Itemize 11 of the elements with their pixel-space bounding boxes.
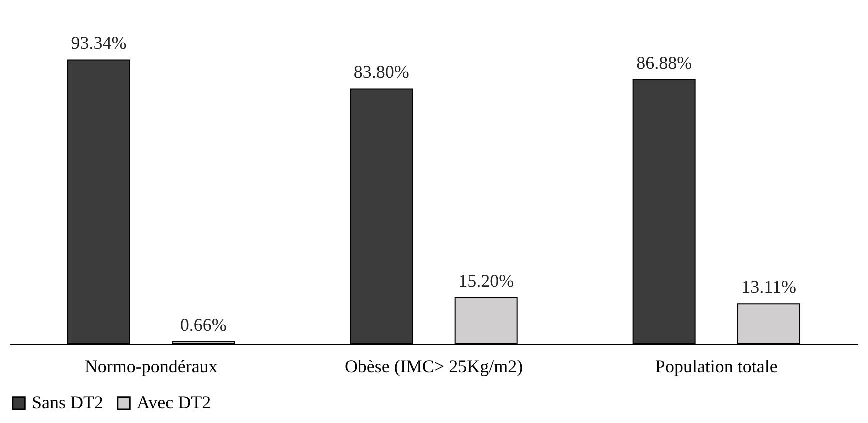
data-label: 13.11% [742,277,796,298]
data-label: 86.88% [636,52,692,73]
legend-label: Sans DT2 [32,392,104,412]
x-tick-label: Population totale [655,356,778,376]
x-tick-label: Normo-pondéraux [84,356,218,376]
data-label: 93.34% [71,33,127,54]
data-label: 15.20% [458,270,514,291]
legend-label: Avec DT2 [137,392,212,412]
x-tick-label: Obèse (IMC> 25Kg/m2) [344,356,524,376]
data-label: 83.80% [354,62,410,82]
data-label: 0.66% [180,314,227,335]
